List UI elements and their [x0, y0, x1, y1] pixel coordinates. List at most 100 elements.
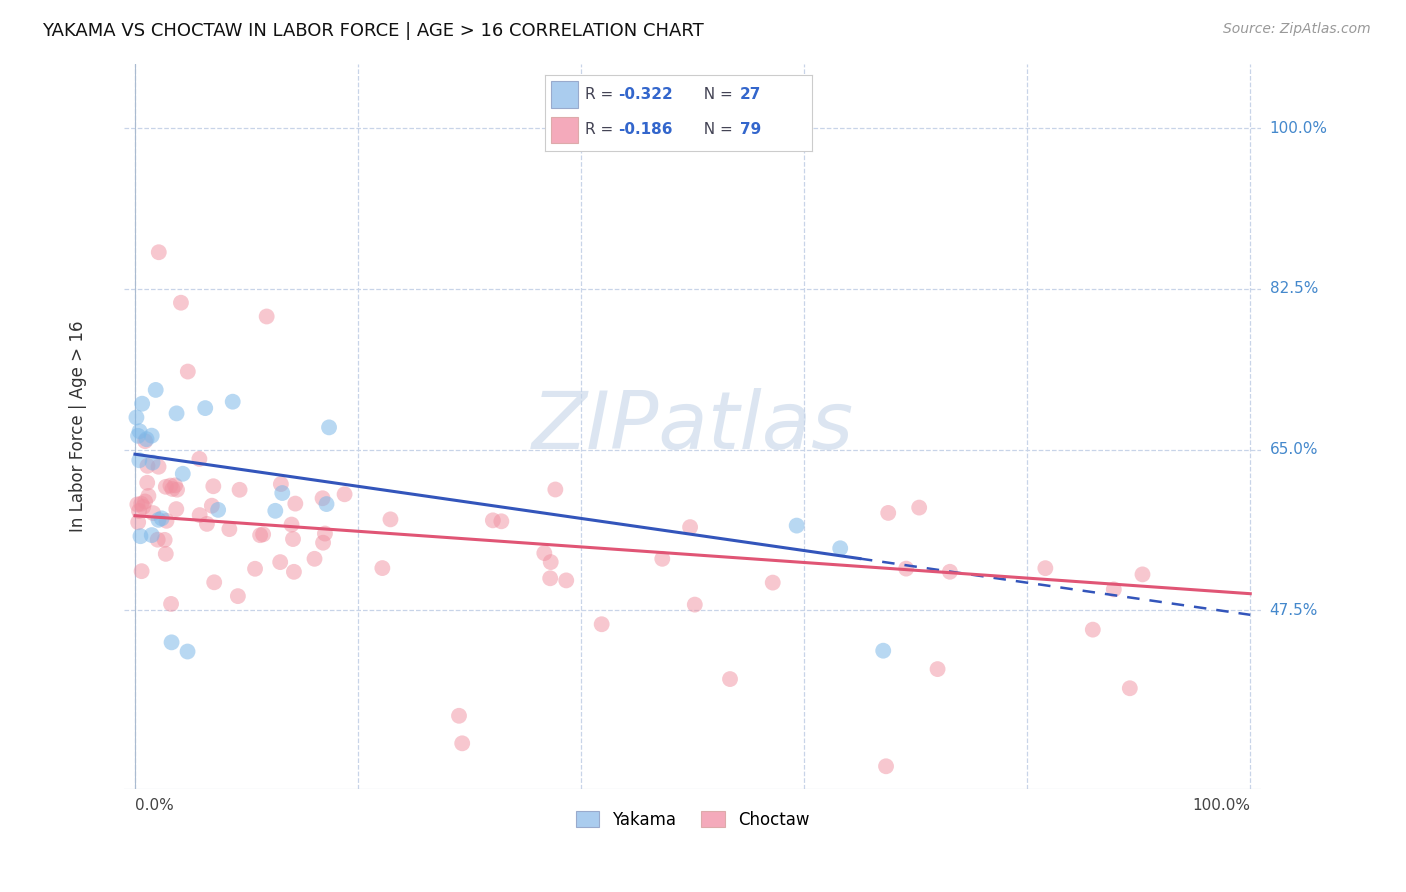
Point	[136, 475, 159, 490]
Point	[142, 456, 165, 470]
Point	[249, 528, 271, 542]
Point	[202, 479, 225, 493]
Point	[159, 478, 181, 492]
Text: ZIPatlas: ZIPatlas	[531, 388, 853, 466]
Point	[538, 571, 561, 585]
Point	[380, 512, 402, 526]
Point	[877, 506, 900, 520]
Point	[218, 522, 240, 536]
Point	[679, 520, 702, 534]
Point	[146, 533, 169, 547]
Point	[138, 489, 160, 503]
Point	[222, 394, 245, 409]
Point	[314, 526, 336, 541]
Point	[131, 564, 153, 578]
Point	[127, 429, 149, 443]
Point	[762, 575, 785, 590]
Point	[195, 516, 218, 531]
Point	[1033, 561, 1056, 575]
Point	[155, 547, 177, 561]
Point	[136, 458, 159, 473]
Point	[129, 497, 152, 511]
Point	[252, 527, 274, 541]
Point	[148, 513, 170, 527]
Point	[160, 635, 183, 649]
Point	[447, 708, 470, 723]
Point	[311, 491, 333, 506]
Text: 47.5%: 47.5%	[1270, 603, 1317, 618]
Point	[188, 508, 211, 522]
Point	[155, 514, 177, 528]
Point	[284, 497, 307, 511]
Point	[1081, 623, 1104, 637]
Point	[371, 561, 394, 575]
Point	[188, 451, 211, 466]
Point	[908, 500, 931, 515]
Point	[170, 295, 193, 310]
Point	[128, 424, 150, 438]
Point	[162, 482, 184, 496]
Point	[145, 383, 167, 397]
Point	[256, 310, 278, 324]
Point	[194, 401, 217, 416]
Point	[148, 245, 170, 260]
Point	[312, 535, 335, 549]
Point	[166, 483, 188, 497]
Point	[243, 562, 266, 576]
Point	[228, 483, 250, 497]
Point	[683, 598, 706, 612]
Point	[166, 406, 188, 420]
Point	[333, 487, 356, 501]
Point	[270, 477, 292, 491]
Point	[172, 467, 194, 481]
Point	[226, 589, 249, 603]
Point	[141, 428, 163, 442]
Point	[591, 617, 613, 632]
Point	[128, 504, 150, 518]
Text: YAKAMA VS CHOCTAW IN LABOR FORCE | AGE > 16 CORRELATION CHART: YAKAMA VS CHOCTAW IN LABOR FORCE | AGE >…	[42, 22, 704, 40]
Point	[271, 486, 294, 500]
Point	[128, 453, 150, 467]
Point	[127, 515, 149, 529]
Point	[555, 574, 578, 588]
Point	[540, 555, 562, 569]
Point	[269, 555, 291, 569]
Point	[533, 546, 555, 560]
Point	[160, 597, 183, 611]
Point	[491, 514, 513, 528]
Point	[201, 499, 224, 513]
Point	[207, 503, 229, 517]
Text: Source: ZipAtlas.com: Source: ZipAtlas.com	[1223, 22, 1371, 37]
Point	[939, 565, 962, 579]
Point	[129, 529, 152, 543]
Point	[927, 662, 949, 676]
Text: 100.0%: 100.0%	[1192, 798, 1250, 814]
Text: 0.0%: 0.0%	[135, 798, 174, 814]
Text: In Labor Force | Age > 16: In Labor Force | Age > 16	[69, 321, 87, 533]
Point	[1132, 567, 1154, 582]
Point	[872, 643, 894, 657]
Point	[153, 533, 176, 547]
Point	[315, 497, 337, 511]
Point	[142, 506, 165, 520]
Point	[304, 551, 326, 566]
Point	[283, 565, 305, 579]
Point	[281, 532, 304, 546]
Point	[830, 541, 852, 556]
Point	[155, 480, 177, 494]
Point	[165, 502, 187, 516]
Point	[451, 736, 474, 750]
Point	[176, 644, 198, 658]
Point	[177, 365, 200, 379]
Point	[135, 432, 157, 446]
Point	[134, 434, 156, 449]
Point	[786, 518, 808, 533]
Point	[1119, 681, 1142, 696]
Point	[280, 517, 302, 532]
Point	[1102, 582, 1125, 597]
Point	[651, 551, 673, 566]
Point	[148, 459, 170, 474]
Point	[894, 561, 917, 575]
Point	[165, 478, 187, 492]
Point	[264, 504, 287, 518]
